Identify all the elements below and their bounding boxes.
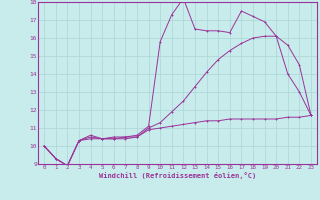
X-axis label: Windchill (Refroidissement éolien,°C): Windchill (Refroidissement éolien,°C) <box>99 172 256 179</box>
